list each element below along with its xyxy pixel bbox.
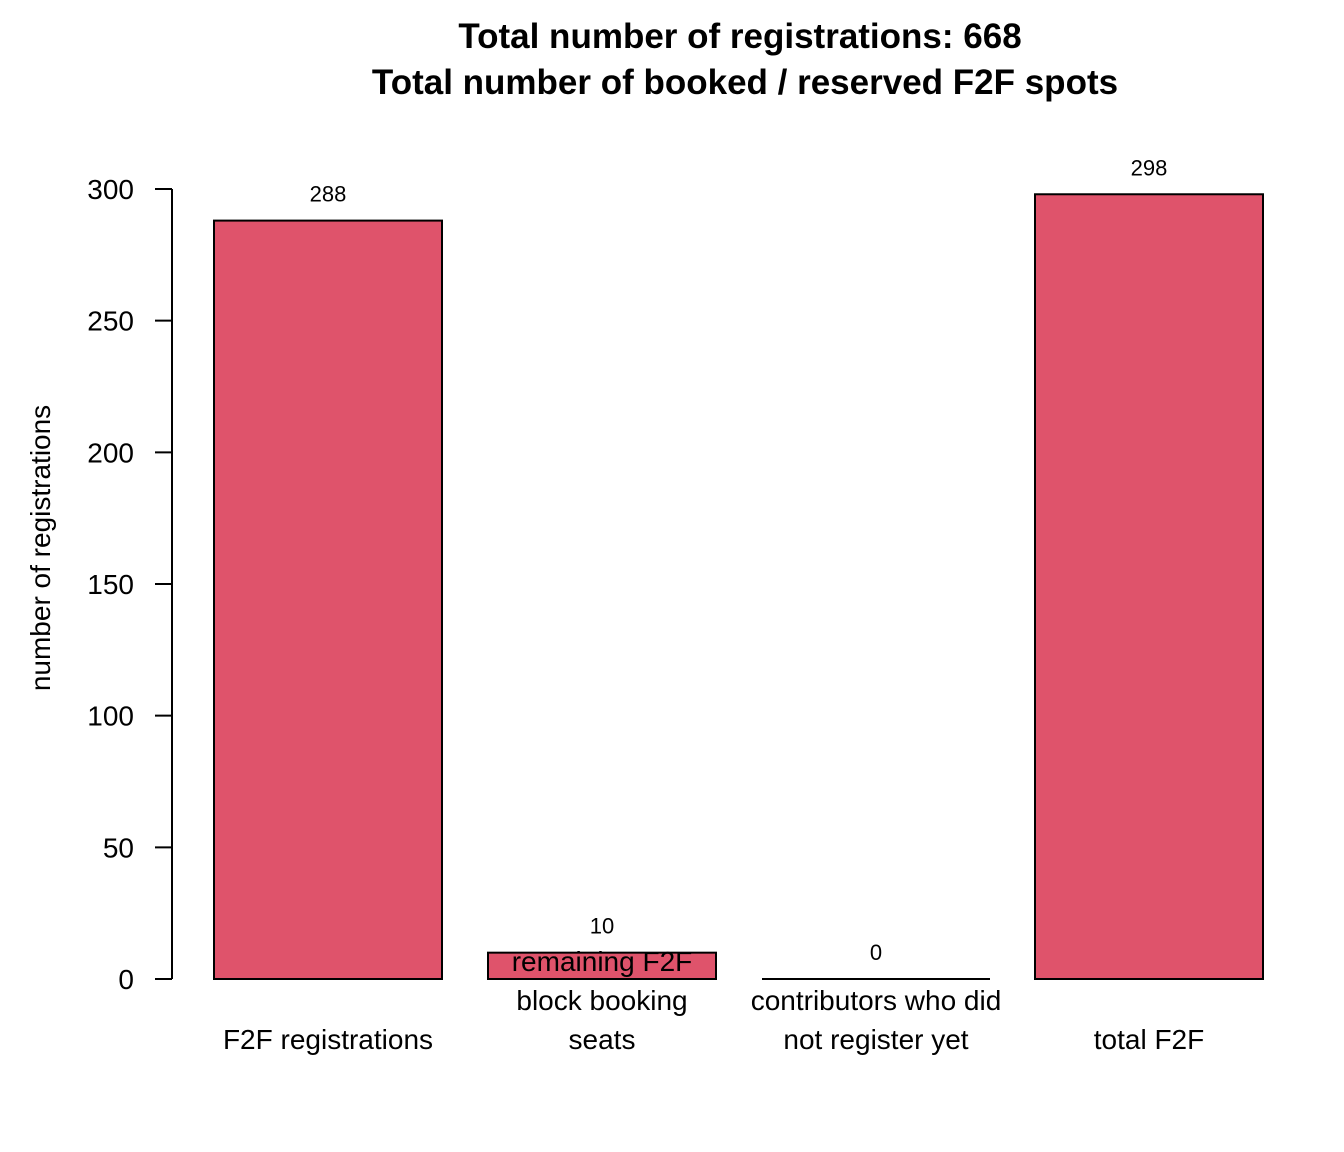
- y-tick-label: 0: [118, 964, 134, 995]
- category-label: total F2F: [1094, 1024, 1204, 1055]
- y-tick-label: 150: [87, 569, 134, 600]
- y-tick-label: 100: [87, 701, 134, 732]
- y-tick-label: 300: [87, 174, 134, 205]
- category-label: remaining F2F: [512, 946, 693, 977]
- category-label: contributors who did: [751, 985, 1002, 1016]
- bar-value-label: 10: [590, 914, 614, 939]
- bar: [213, 219, 443, 981]
- category-label: F2F registrations: [223, 1024, 433, 1055]
- category-label: block booking: [516, 985, 687, 1016]
- category-labels: F2F registrations remaining F2F block book…: [223, 946, 1204, 1055]
- bar-value-label: 0: [870, 940, 882, 965]
- category-label: not register yet: [783, 1024, 968, 1055]
- y-tick-label: 250: [87, 306, 134, 337]
- category-label: seats: [569, 1024, 636, 1055]
- y-axis: 0 50 100 150 200 250 300: [87, 174, 173, 995]
- chart-title-line-2: Total number of booked / reserved F2F sp…: [372, 63, 1118, 102]
- y-tick-label: 200: [87, 437, 134, 468]
- bar: [487, 951, 717, 981]
- bars: [213, 193, 1264, 981]
- y-axis-label: number of registrations: [25, 405, 56, 691]
- y-tick-label: 50: [103, 832, 134, 863]
- bar: [1034, 193, 1264, 980]
- chart-title-line-1: Total number of registrations: 668: [458, 17, 1021, 56]
- value-labels: 288 10 0 298: [310, 155, 1168, 965]
- bar-value-label: 298: [1131, 155, 1168, 180]
- bar-value-label: 288: [310, 182, 347, 207]
- chart-title: Total number of registrations: 668 Total…: [372, 17, 1118, 102]
